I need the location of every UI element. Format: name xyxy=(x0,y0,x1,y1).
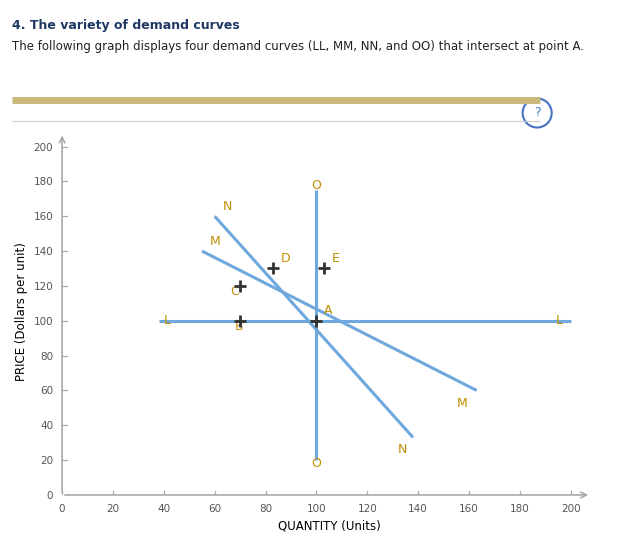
Text: L: L xyxy=(556,314,563,327)
Text: C: C xyxy=(230,285,238,298)
Text: O: O xyxy=(312,457,321,470)
Text: L: L xyxy=(164,314,171,327)
Text: N: N xyxy=(398,443,407,456)
Text: M: M xyxy=(210,235,220,247)
Y-axis label: PRICE (Dollars per unit): PRICE (Dollars per unit) xyxy=(15,243,28,381)
Text: B: B xyxy=(235,320,243,333)
Text: The following graph displays four demand curves (LL, MM, NN, and OO) that inters: The following graph displays four demand… xyxy=(12,40,584,53)
Text: N: N xyxy=(222,200,232,213)
Text: ?: ? xyxy=(534,107,540,119)
Text: E: E xyxy=(332,252,340,265)
Text: D: D xyxy=(281,252,291,265)
Circle shape xyxy=(523,98,551,128)
Text: 4. The variety of demand curves: 4. The variety of demand curves xyxy=(12,19,240,32)
X-axis label: QUANTITY (Units): QUANTITY (Units) xyxy=(278,520,381,533)
Text: M: M xyxy=(456,398,467,410)
Text: O: O xyxy=(312,179,321,192)
Text: A: A xyxy=(324,305,332,317)
